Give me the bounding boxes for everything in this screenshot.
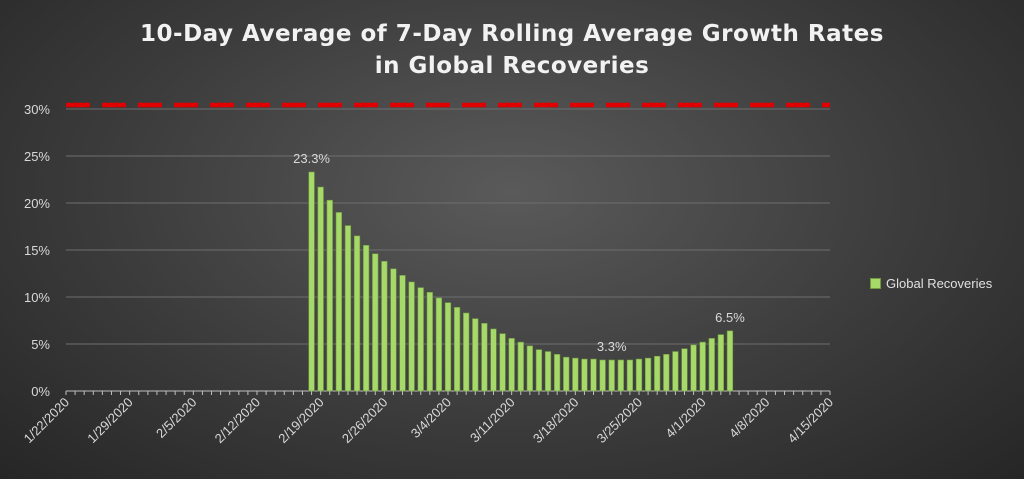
bar — [499, 333, 506, 392]
x-tick-label: 4/8/2020 — [726, 395, 772, 441]
bar — [726, 330, 734, 392]
bar — [663, 354, 670, 392]
bar — [581, 358, 588, 392]
bar — [308, 171, 315, 392]
bar — [435, 297, 443, 392]
x-tick-label: 3/11/2020 — [467, 395, 518, 446]
bar — [599, 359, 606, 392]
bar — [517, 341, 524, 392]
bar — [417, 287, 424, 392]
bar — [644, 357, 652, 392]
bar — [708, 338, 715, 392]
chart-title-line-2: in Global Recoveries — [374, 53, 650, 79]
x-tick-label: 3/25/2020 — [594, 395, 646, 447]
bar — [554, 354, 561, 392]
data-labels: 23.3% 3.3% 6.5% — [293, 151, 745, 354]
bar — [508, 338, 515, 392]
bar — [335, 212, 342, 392]
x-tick-label: 2/26/2020 — [339, 395, 391, 447]
bar — [544, 351, 552, 392]
y-tick-label: 5% — [31, 337, 50, 352]
bar — [326, 199, 333, 392]
bar — [481, 323, 488, 392]
data-label: 6.5% — [715, 310, 745, 325]
bar — [563, 356, 570, 392]
y-tick-label: 10% — [24, 290, 50, 305]
bar — [690, 344, 697, 392]
bar — [372, 253, 379, 392]
bar — [408, 281, 415, 392]
x-tick-label: 1/22/2020 — [21, 395, 73, 447]
bar — [399, 275, 406, 392]
x-tick-label: 2/12/2020 — [212, 395, 264, 447]
legend-label: Global Recoveries — [886, 276, 993, 291]
bar — [654, 355, 661, 392]
x-tick-label: 2/5/2020 — [153, 395, 199, 441]
bar — [353, 235, 361, 392]
bar — [463, 312, 470, 392]
chart-title: 10-Day Average of 7-Day Rolling Average … — [0, 18, 1024, 82]
bar-series — [308, 171, 734, 392]
x-axis: 1/22/2020 1/29/2020 2/5/2020 2/12/2020 2/19/… — [21, 391, 837, 447]
bar — [608, 359, 615, 392]
bar — [453, 307, 461, 392]
bar — [617, 359, 624, 392]
y-tick-label: 20% — [24, 196, 50, 211]
bar — [699, 341, 706, 392]
x-tick-label: 4/1/2020 — [662, 395, 708, 441]
x-tick-label: 4/15/2020 — [785, 395, 837, 447]
bar — [317, 186, 324, 392]
bar — [444, 302, 452, 392]
y-axis: 0% 5% 10% 15% 20% 25% 30% — [24, 102, 50, 399]
bar — [381, 260, 388, 392]
bar — [363, 245, 370, 392]
bar — [526, 345, 533, 392]
bar — [572, 357, 579, 392]
x-tick-label: 3/4/2020 — [408, 395, 454, 441]
bar — [344, 225, 352, 392]
bar — [717, 334, 724, 392]
bar — [672, 351, 679, 392]
data-label: 23.3% — [293, 151, 330, 166]
bar — [472, 318, 479, 392]
y-tick-label: 15% — [24, 243, 50, 258]
y-tick-label: 25% — [24, 149, 50, 164]
bar — [626, 359, 634, 392]
bar — [590, 358, 597, 392]
y-tick-label: 0% — [31, 384, 50, 399]
x-tick-label: 1/29/2020 — [84, 395, 136, 447]
bar — [426, 291, 433, 392]
bar — [390, 268, 397, 392]
bar — [535, 349, 543, 392]
chart-title-line-1: 10-Day Average of 7-Day Rolling Average … — [140, 21, 884, 47]
x-tick-label: 3/18/2020 — [530, 395, 582, 447]
bar — [490, 328, 497, 392]
y-tick-label: 30% — [24, 102, 50, 117]
bar — [635, 358, 643, 392]
legend-swatch — [870, 278, 881, 289]
legend: Global Recoveries — [870, 276, 992, 291]
x-tick-label: 2/19/2020 — [275, 395, 327, 447]
data-label: 3.3% — [597, 339, 627, 354]
bar — [681, 348, 688, 392]
